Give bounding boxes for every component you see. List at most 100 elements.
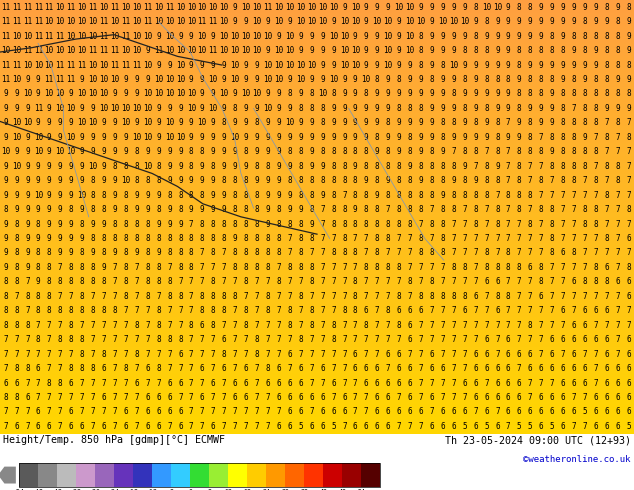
Text: 7: 7 xyxy=(473,162,478,171)
Text: 7: 7 xyxy=(101,292,106,301)
Text: 8: 8 xyxy=(517,263,522,272)
Bar xyxy=(133,463,152,487)
Text: 10: 10 xyxy=(154,90,163,98)
Text: 6: 6 xyxy=(462,379,467,388)
Text: 9: 9 xyxy=(462,162,467,171)
Text: 8: 8 xyxy=(91,277,95,286)
Text: 8: 8 xyxy=(200,292,205,301)
Text: 9: 9 xyxy=(47,133,51,142)
Text: 9: 9 xyxy=(583,75,587,84)
Text: 8: 8 xyxy=(473,220,478,228)
Text: 8: 8 xyxy=(156,306,161,315)
Text: 9: 9 xyxy=(364,61,368,70)
Text: 7: 7 xyxy=(583,422,587,431)
Text: 10: 10 xyxy=(99,61,108,70)
Text: 11: 11 xyxy=(110,61,119,70)
Text: 7: 7 xyxy=(385,205,391,214)
Text: 9: 9 xyxy=(3,191,8,199)
Text: 7: 7 xyxy=(604,292,609,301)
Text: 6: 6 xyxy=(604,422,609,431)
Text: 8: 8 xyxy=(484,17,489,26)
Text: 9: 9 xyxy=(593,61,598,70)
Text: 7: 7 xyxy=(320,321,325,330)
Text: 10: 10 xyxy=(274,46,283,55)
Text: 8: 8 xyxy=(298,147,303,156)
Text: 8: 8 xyxy=(47,306,51,315)
Text: 7: 7 xyxy=(298,306,303,315)
Text: 7: 7 xyxy=(451,234,456,243)
Text: 8: 8 xyxy=(14,393,19,402)
Text: 10: 10 xyxy=(56,90,65,98)
Text: 8: 8 xyxy=(91,364,95,373)
Text: 8: 8 xyxy=(14,234,19,243)
Text: 9: 9 xyxy=(233,147,237,156)
Text: 10: 10 xyxy=(394,3,404,12)
Text: 9: 9 xyxy=(124,90,128,98)
Text: 5: 5 xyxy=(484,422,489,431)
Text: 8: 8 xyxy=(364,220,368,228)
Text: 8: 8 xyxy=(124,364,128,373)
Text: 11: 11 xyxy=(1,61,10,70)
Bar xyxy=(361,463,380,487)
Text: 7: 7 xyxy=(484,205,489,214)
Text: 9: 9 xyxy=(298,90,303,98)
Text: 6: 6 xyxy=(47,422,51,431)
Text: 8: 8 xyxy=(266,364,270,373)
Text: 9: 9 xyxy=(331,104,336,113)
Text: 9: 9 xyxy=(473,176,478,185)
Text: 6: 6 xyxy=(101,364,106,373)
Text: 10: 10 xyxy=(186,17,196,26)
Text: 8: 8 xyxy=(517,90,522,98)
Text: 10: 10 xyxy=(143,61,152,70)
Text: 7: 7 xyxy=(112,350,117,359)
Text: 10: 10 xyxy=(198,119,207,127)
Text: 6: 6 xyxy=(593,335,598,344)
Text: 9: 9 xyxy=(287,17,292,26)
Text: 8: 8 xyxy=(593,32,598,41)
Text: 7: 7 xyxy=(550,191,554,199)
Text: 7: 7 xyxy=(615,263,620,272)
Text: 8: 8 xyxy=(462,104,467,113)
Text: 7: 7 xyxy=(276,321,281,330)
Text: 7: 7 xyxy=(112,364,117,373)
Text: 7: 7 xyxy=(397,393,401,402)
Text: 8: 8 xyxy=(473,119,478,127)
Text: 9: 9 xyxy=(408,119,412,127)
Text: 7: 7 xyxy=(47,335,51,344)
Text: 8: 8 xyxy=(156,364,161,373)
Text: 7: 7 xyxy=(124,379,128,388)
Text: 7: 7 xyxy=(418,350,423,359)
Text: 8: 8 xyxy=(572,162,576,171)
Text: 8: 8 xyxy=(47,248,51,257)
Text: 9: 9 xyxy=(243,17,249,26)
Text: 8: 8 xyxy=(375,176,379,185)
Bar xyxy=(114,463,133,487)
Text: 10: 10 xyxy=(110,104,119,113)
Text: 8: 8 xyxy=(593,104,598,113)
Text: 11: 11 xyxy=(67,3,75,12)
Text: 6: 6 xyxy=(550,393,554,402)
Text: 6: 6 xyxy=(276,393,281,402)
Text: 10: 10 xyxy=(88,32,98,41)
Text: 8: 8 xyxy=(266,162,270,171)
Text: 7: 7 xyxy=(364,292,368,301)
Text: 8: 8 xyxy=(342,176,347,185)
Text: 6: 6 xyxy=(364,422,368,431)
Text: 9: 9 xyxy=(397,133,401,142)
Text: 10: 10 xyxy=(12,119,21,127)
Text: -42: -42 xyxy=(51,489,63,490)
Text: 7: 7 xyxy=(517,234,522,243)
Text: 9: 9 xyxy=(353,133,358,142)
Text: 7: 7 xyxy=(342,321,347,330)
Text: 9: 9 xyxy=(385,3,391,12)
Text: 7: 7 xyxy=(331,292,336,301)
Text: 7: 7 xyxy=(134,393,139,402)
Text: 8: 8 xyxy=(211,277,216,286)
Text: 9: 9 xyxy=(14,104,19,113)
Text: 9: 9 xyxy=(222,133,226,142)
Text: 8: 8 xyxy=(222,220,226,228)
Text: 9: 9 xyxy=(243,75,249,84)
Text: 9: 9 xyxy=(441,32,445,41)
Text: 7: 7 xyxy=(593,191,598,199)
Text: 9: 9 xyxy=(91,147,95,156)
